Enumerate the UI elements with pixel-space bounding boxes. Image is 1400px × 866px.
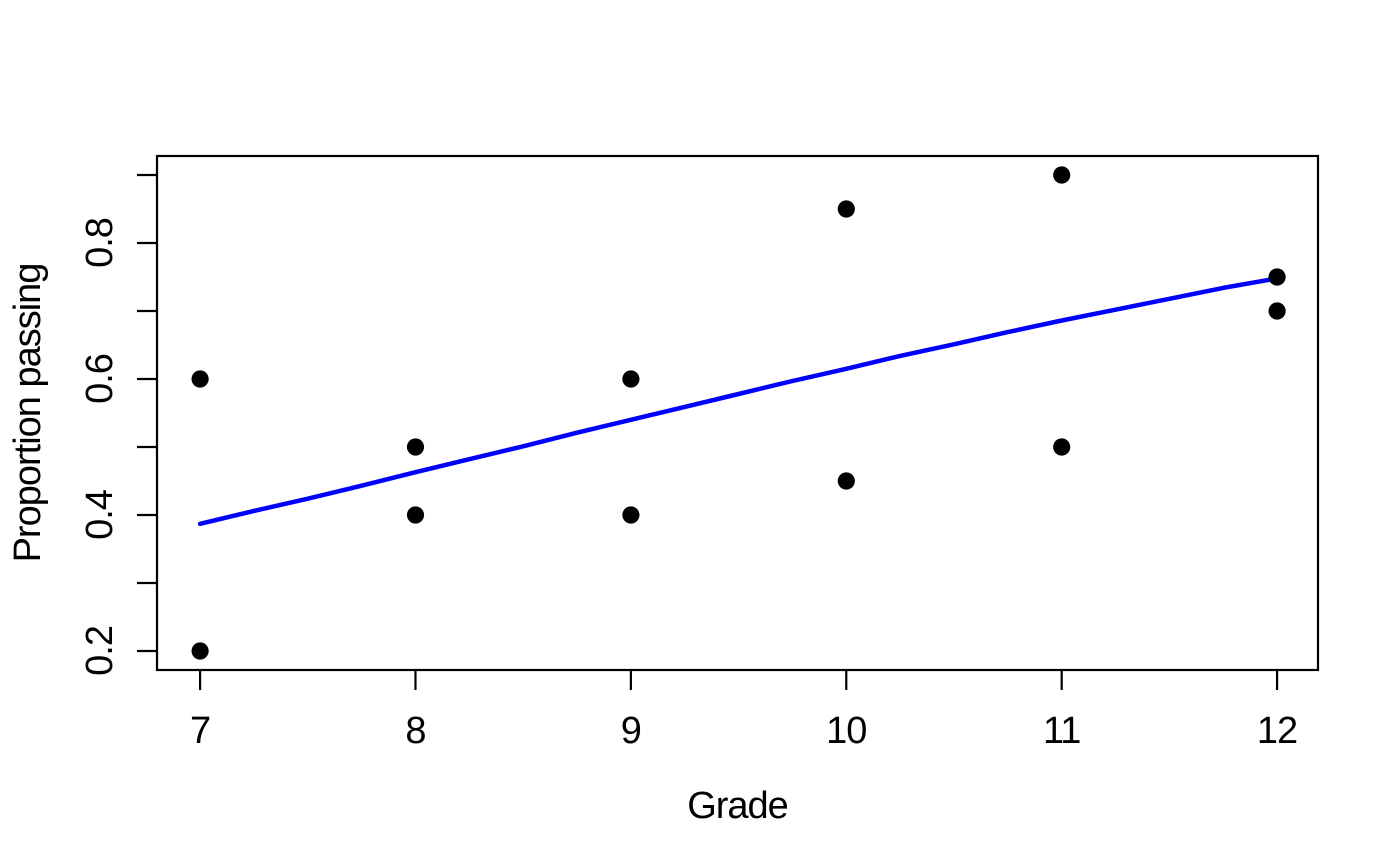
- x-tick-label: 7: [190, 710, 210, 752]
- x-tick-label: 10: [826, 710, 866, 752]
- data-point: [837, 472, 855, 490]
- data-point: [837, 200, 855, 218]
- x-tick-label: 12: [1257, 710, 1297, 752]
- y-axis-ticks: [137, 173, 157, 653]
- data-point: [622, 506, 640, 524]
- y-tick-label: 0.6: [79, 354, 121, 404]
- data-points: [191, 166, 1286, 660]
- x-tick-label: 8: [405, 710, 425, 752]
- x-tick-label: 9: [621, 710, 641, 752]
- y-axis-tick-labels: 0.2 0.4 0.6 0.8: [79, 218, 121, 676]
- data-point: [191, 642, 209, 660]
- data-point: [1268, 302, 1286, 320]
- x-axis-tick-labels: 7 8 9 10 11 12: [190, 710, 1298, 752]
- fit-line: [197, 276, 1280, 527]
- data-point: [191, 370, 209, 388]
- data-point: [1268, 268, 1286, 286]
- y-tick-label: 0.2: [79, 626, 121, 676]
- y-axis-title: Proportion passing: [7, 264, 49, 563]
- y-tick-label: 0.4: [79, 489, 121, 540]
- y-tick-label: 0.8: [79, 218, 121, 268]
- data-point: [622, 370, 640, 388]
- logistic-fit-line: [197, 276, 1280, 527]
- data-point: [1053, 438, 1071, 456]
- x-axis-ticks: [198, 670, 1279, 690]
- data-point: [406, 438, 425, 456]
- data-point: [406, 506, 425, 524]
- x-tick-label: 11: [1043, 710, 1080, 752]
- x-axis-title: Grade: [687, 785, 788, 827]
- plot-border: [155, 154, 1320, 672]
- data-point: [1053, 166, 1071, 184]
